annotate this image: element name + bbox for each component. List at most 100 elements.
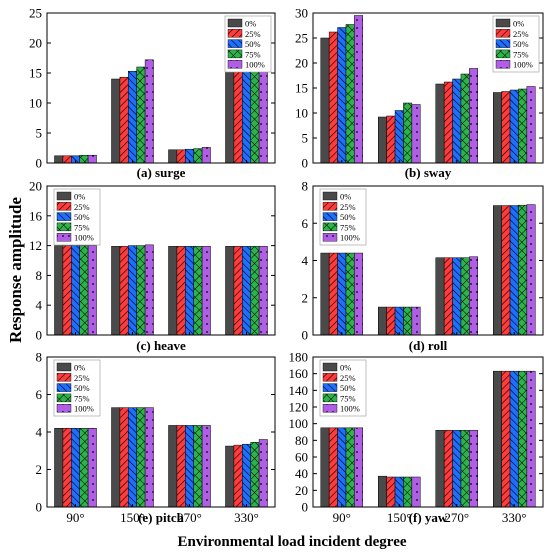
chart-panel: 0 2 4 6 8 (d) roll 0%25%50%75%100%	[302, 179, 544, 353]
y-tick-label: 10	[295, 106, 308, 121]
bar	[136, 66, 146, 164]
bar	[193, 425, 203, 508]
y-tick-label: 0	[36, 328, 43, 343]
bar	[233, 444, 243, 508]
bar	[328, 252, 338, 336]
plot-frame	[312, 356, 544, 508]
bar	[62, 428, 72, 508]
bar	[452, 78, 462, 164]
x-tick-label: 90°	[66, 510, 84, 525]
chart-panel: 0 5 10 15 20 25 30 (b) sway 0%25%50%75%100%	[295, 6, 544, 180]
legend-label: 100%	[74, 233, 94, 243]
chart-panel: 0 2 4 6 8 90° 150° 270° 330° (e) pitch 0%25%50%75%…	[36, 350, 276, 525]
bar	[201, 147, 211, 164]
bar	[518, 370, 528, 508]
bar	[79, 428, 89, 508]
bar	[337, 27, 347, 164]
bar	[242, 443, 251, 508]
y-tick-label: 20	[295, 56, 308, 71]
legend-swatch	[56, 404, 72, 413]
legend-swatch	[495, 29, 511, 38]
panel-title: (e) pitch	[138, 510, 185, 525]
legend-label: 25%	[340, 202, 356, 212]
bar	[509, 370, 519, 508]
bar	[460, 73, 470, 164]
bar	[225, 246, 235, 336]
bar	[526, 86, 536, 164]
bar	[501, 205, 511, 336]
bar	[144, 244, 154, 336]
bar	[119, 246, 129, 336]
bar	[403, 306, 413, 336]
bar	[128, 407, 137, 508]
bar	[526, 204, 536, 336]
bar	[168, 246, 178, 336]
y-tick-label: 5	[302, 131, 309, 146]
legend-label: 0%	[74, 192, 85, 202]
bar	[87, 245, 97, 336]
bar	[460, 430, 470, 508]
panel-title: (d) roll	[409, 338, 448, 353]
bar	[258, 439, 268, 508]
legend-label: 0%	[74, 363, 85, 373]
legend-swatch	[322, 232, 338, 242]
bar	[345, 24, 355, 164]
bar	[452, 257, 462, 336]
bar	[87, 428, 97, 508]
bar	[386, 306, 396, 336]
bar	[250, 442, 260, 508]
bar	[518, 88, 528, 164]
y-tick-label: 12	[29, 238, 42, 253]
legend: 0%25%50%75%100%	[53, 359, 101, 417]
legend: 0%25%50%75%100%	[492, 15, 540, 73]
bar	[119, 76, 129, 164]
legend-swatch	[56, 202, 72, 211]
y-tick-label: 4	[302, 253, 309, 268]
legend-swatch	[322, 212, 338, 221]
legend-swatch	[227, 29, 243, 38]
legend-swatch	[56, 191, 72, 201]
bar	[79, 245, 89, 336]
bar	[242, 246, 251, 336]
bar	[469, 256, 479, 336]
bar	[79, 154, 89, 164]
y-tick-label: 0	[302, 328, 309, 343]
y-tick-label: 20	[29, 36, 42, 51]
legend-label: 100%	[74, 404, 94, 414]
bar	[394, 306, 404, 336]
legend-swatch	[56, 212, 72, 221]
bar	[443, 257, 453, 336]
y-tick-label: 0	[36, 500, 43, 515]
bar	[54, 428, 64, 508]
bar	[201, 425, 211, 508]
bar	[501, 91, 511, 164]
legend-label: 75%	[74, 222, 90, 232]
legend: 0%25%50%75%100%	[319, 188, 367, 246]
x-tick-label: 150°	[387, 510, 412, 525]
legend-label: 0%	[513, 19, 524, 29]
bar	[144, 407, 154, 508]
legend-swatch	[227, 39, 243, 48]
y-tick-label: 10	[29, 96, 42, 111]
bar	[378, 116, 387, 164]
bar	[111, 78, 121, 164]
x-tick-label: 150°	[120, 510, 145, 525]
bar	[526, 370, 536, 508]
bar	[354, 252, 364, 336]
y-tick-label: 8	[36, 268, 43, 283]
legend-swatch	[322, 393, 338, 403]
legend-swatch	[227, 60, 243, 69]
legend-label: 0%	[340, 363, 351, 373]
legend-label: 50%	[513, 39, 529, 49]
y-tick-label: 4	[36, 298, 43, 313]
bar	[71, 245, 80, 336]
bar	[62, 245, 72, 336]
legend-swatch	[56, 222, 72, 232]
legend-swatch	[56, 373, 72, 382]
bar	[128, 70, 137, 164]
panel-title: (b) sway	[405, 165, 452, 180]
y-tick-label: 80	[295, 433, 308, 448]
bar	[201, 246, 211, 336]
legend-label: 50%	[340, 212, 356, 222]
